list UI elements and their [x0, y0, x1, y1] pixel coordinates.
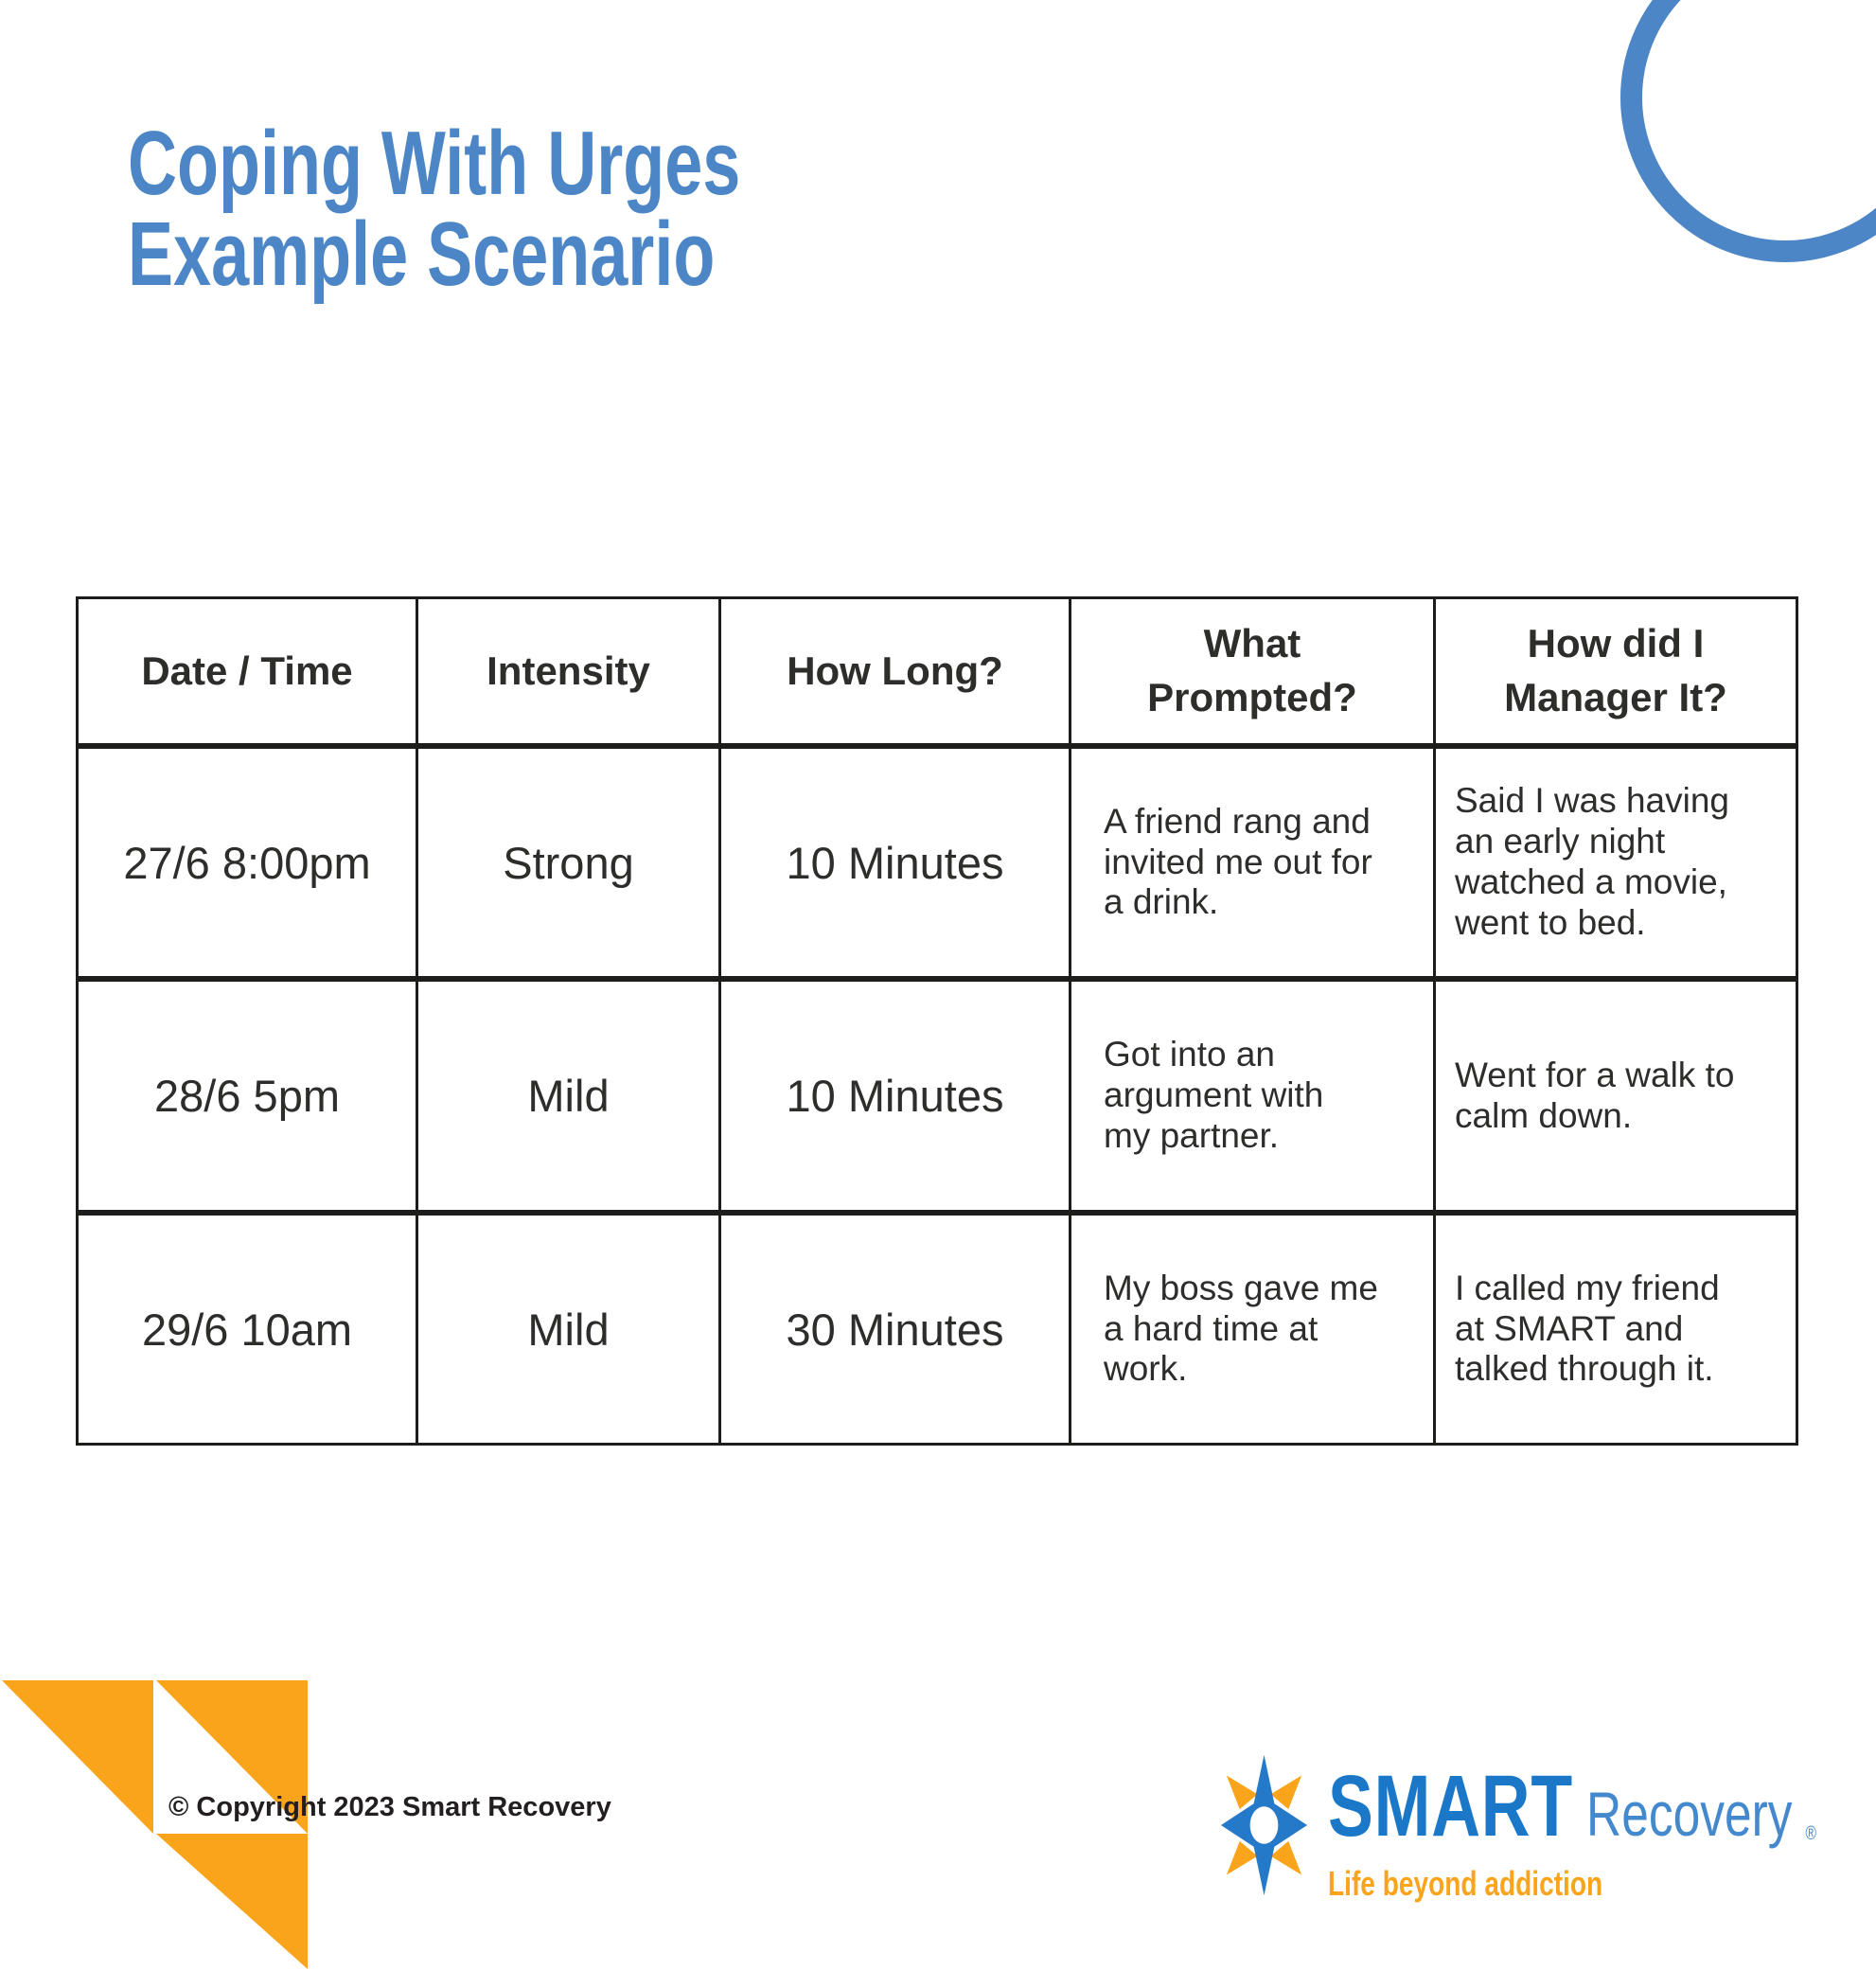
- logo-text-block: SMART Recovery ® Life beyond addiction: [1328, 1754, 1816, 1904]
- cell-date-time: 27/6 8:00pm: [79, 749, 418, 982]
- cell-how-managed: I called my friend at SMART and talked t…: [1455, 1268, 1720, 1389]
- copyright-text: © Copyright 2023 Smart Recovery: [168, 1792, 611, 1822]
- cell-what-prompted: Got into an argument with my partner.: [1071, 982, 1436, 1216]
- star-center-hole: [1249, 1806, 1279, 1844]
- cell-how-managed: Went for a walk to calm down.: [1436, 982, 1796, 1216]
- cell-intensity: Mild: [418, 1216, 721, 1443]
- urge-log-table: Date / Time Intensity How Long? What Pro…: [76, 596, 1798, 1446]
- cell-date-time: 28/6 5pm: [79, 982, 418, 1216]
- logo-brand-row: SMART Recovery ®: [1328, 1758, 1817, 1855]
- cell-how-long: 10 Minutes: [721, 982, 1071, 1216]
- smart-recovery-logo: SMART Recovery ® Life beyond addiction: [1217, 1754, 1876, 1904]
- registered-mark: ®: [1805, 1823, 1817, 1845]
- footer-triangle-bottom-right: [156, 1834, 308, 1969]
- brand-recovery: Recovery: [1586, 1779, 1793, 1849]
- compass-star-icon: [1220, 1754, 1308, 1896]
- page-title-line2: Example Scenario: [128, 204, 716, 305]
- footer-triangles-decoration: [2, 1680, 308, 1969]
- column-header-date-time: Date / Time: [79, 599, 418, 749]
- star-orange-point-nw: [1226, 1775, 1258, 1810]
- column-header-how-long: How Long?: [721, 599, 1071, 749]
- star-orange-point-sw: [1226, 1840, 1258, 1875]
- page-title-line1: Coping With Urges: [128, 113, 741, 214]
- column-header-what-prompted: What Prompted?: [1071, 599, 1436, 749]
- cell-what-prompted: My boss gave me a hard time at work.: [1071, 1216, 1436, 1443]
- cell-how-managed: Said I was having an early night watched…: [1436, 749, 1796, 982]
- cell-how-long: 10 Minutes: [721, 749, 1071, 982]
- footer-triangle-left: [2, 1680, 153, 1834]
- column-header-how-managed: How did I Manager It?: [1436, 599, 1796, 749]
- star-orange-point-ne: [1270, 1775, 1302, 1810]
- page-title: Coping With Urges Example Scenario: [128, 118, 740, 300]
- column-header-intensity: Intensity: [418, 599, 721, 749]
- cell-how-long: 30 Minutes: [721, 1216, 1071, 1443]
- footer-triangle-top-right: [156, 1680, 308, 1834]
- corner-ring-decoration: [1620, 0, 1876, 262]
- cell-what-prompted: A friend rang and invited me out for a d…: [1071, 749, 1436, 982]
- cell-intensity: Strong: [418, 749, 721, 982]
- cell-date-time: 29/6 10am: [79, 1216, 418, 1443]
- star-orange-point-se: [1270, 1840, 1302, 1875]
- brand-smart: SMART: [1328, 1758, 1574, 1855]
- cell-intensity: Mild: [418, 982, 721, 1216]
- brand-tagline: Life beyond addiction: [1328, 1864, 1603, 1904]
